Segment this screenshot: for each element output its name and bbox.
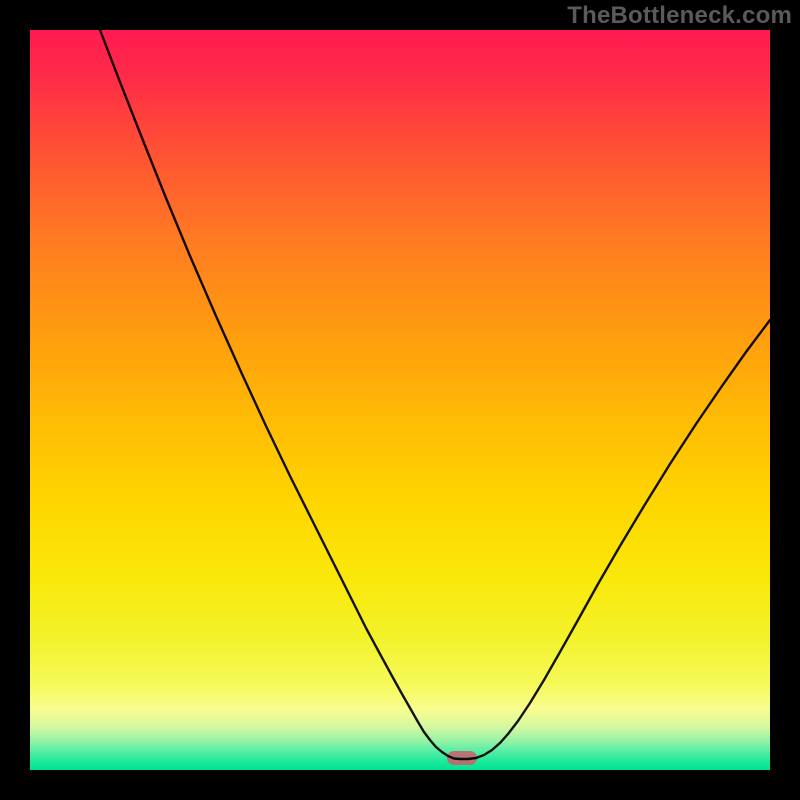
watermark-text: TheBottleneck.com [567,2,792,30]
chart-frame: TheBottleneck.com [0,0,800,800]
bottleneck-curve [100,30,770,759]
bottleneck-curve-svg [0,0,800,800]
